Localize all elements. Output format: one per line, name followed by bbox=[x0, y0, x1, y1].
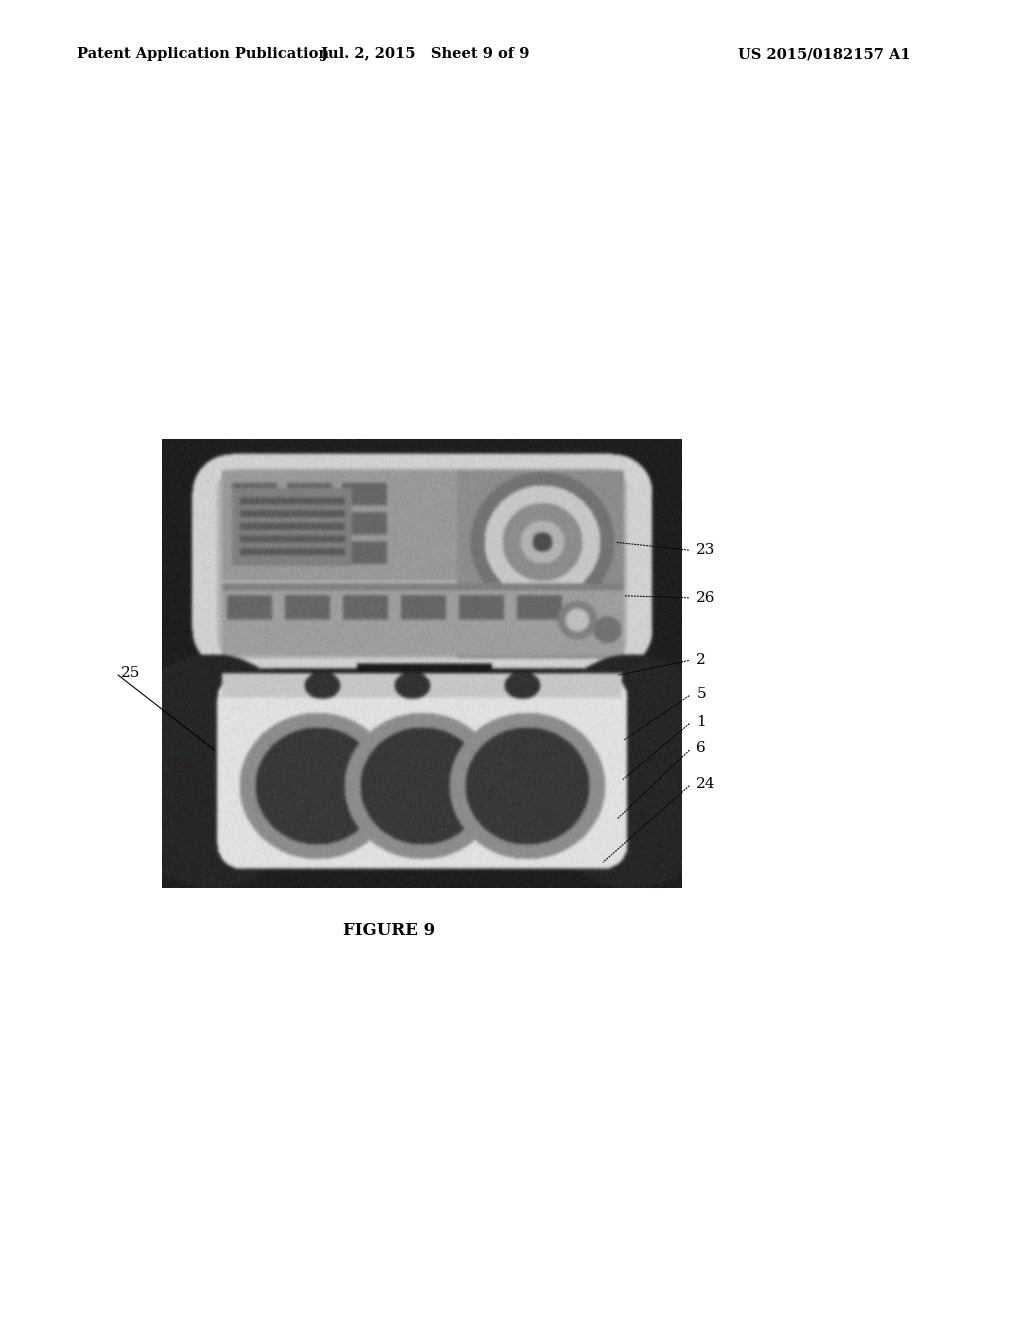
Text: 1: 1 bbox=[696, 715, 707, 729]
Text: 25: 25 bbox=[121, 667, 140, 680]
Text: 23: 23 bbox=[696, 544, 716, 557]
Text: Patent Application Publication: Patent Application Publication bbox=[77, 48, 329, 61]
Text: Jul. 2, 2015   Sheet 9 of 9: Jul. 2, 2015 Sheet 9 of 9 bbox=[321, 48, 529, 61]
Text: FIGURE 9: FIGURE 9 bbox=[343, 923, 435, 939]
Text: 5: 5 bbox=[696, 688, 706, 701]
Text: 24: 24 bbox=[696, 777, 716, 791]
Text: US 2015/0182157 A1: US 2015/0182157 A1 bbox=[738, 48, 910, 61]
Text: 6: 6 bbox=[696, 742, 707, 755]
Text: 2: 2 bbox=[696, 653, 707, 667]
Text: 26: 26 bbox=[696, 591, 716, 605]
